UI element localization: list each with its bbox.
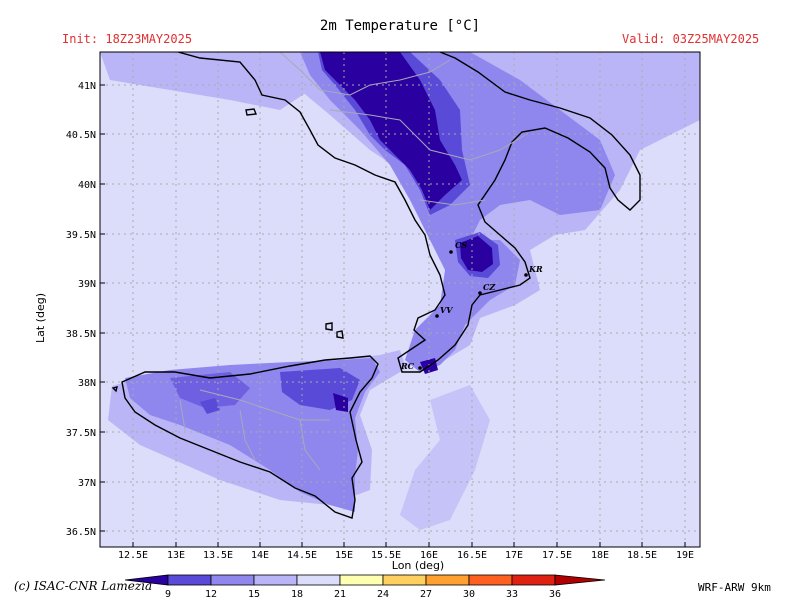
lat-tick-label: 39N: [78, 279, 96, 290]
city-dot-cs: [449, 250, 453, 254]
lon-tick-label: 17.5E: [542, 550, 572, 561]
lat-tick-label: 37N: [78, 478, 96, 489]
lat-tick-labels: 41N 40.5N 40N 39.5N 39N 38.5N 38N 37.5N …: [66, 81, 96, 538]
lat-tick-label: 40.5N: [66, 130, 96, 141]
city-label-cz: CZ: [483, 282, 496, 292]
colorbar-label: 12: [205, 589, 217, 600]
init-time: Init: 18Z23MAY2025: [62, 32, 193, 46]
credit-text: (c) ISAC-CNR Lamezia: [14, 579, 153, 593]
colorbar-label: 24: [377, 589, 389, 600]
lat-tick-label: 36.5N: [66, 527, 96, 538]
lat-tick-label: 40N: [78, 180, 96, 191]
lon-tick-label: 12.5E: [118, 550, 148, 561]
lat-tick-label: 41N: [78, 81, 96, 92]
colorbar-label: 15: [248, 589, 260, 600]
colorbar: [124, 574, 606, 586]
city-label-vv: VV: [440, 305, 453, 315]
city-dot-vv: [435, 314, 439, 318]
lat-tick-label: 38.5N: [66, 329, 96, 340]
lon-tick-label: 16E: [420, 550, 438, 561]
map-title: 2m Temperature [°C]: [319, 18, 481, 34]
colorbar-label: 30: [463, 589, 475, 600]
colorbar-high-arrow: [554, 574, 606, 586]
lat-tick-label: 37.5N: [66, 428, 96, 439]
plot-frame: [99, 51, 701, 548]
x-axis-label: Lon (deg): [392, 559, 444, 572]
lon-tick-label: 15.5E: [371, 550, 401, 561]
colorbar-label: 18: [291, 589, 303, 600]
lon-tick-label: 18.5E: [627, 550, 657, 561]
region-borders: [179, 52, 526, 471]
y-axis-label: Lat (deg): [34, 293, 47, 343]
lat-tick-label: 38N: [78, 378, 96, 389]
lon-tick-label: 18E: [591, 550, 609, 561]
lon-tick-label: 19E: [676, 550, 694, 561]
lon-tick-label: 15E: [335, 550, 353, 561]
city-dot-rc: [418, 366, 422, 370]
colorbar-label: 36: [549, 589, 561, 600]
city-label-rc: RC: [400, 361, 415, 371]
lon-tick-label: 16.5E: [457, 550, 487, 561]
coastlines: [111, 52, 641, 519]
city-label-cs: CS: [455, 240, 467, 250]
colorbar-label: 33: [506, 589, 518, 600]
lon-tick-label: 14E: [251, 550, 269, 561]
lat-tick-label: 39.5N: [66, 230, 96, 241]
lon-tick-label: 14.5E: [287, 550, 317, 561]
model-label: WRF-ARW 9km: [698, 581, 771, 594]
lon-tick-labels: 12.5E 13E 13.5E 14E 14.5E 15E 15.5E 16E …: [118, 550, 694, 561]
map-grid: [100, 52, 700, 547]
colorbar-label: 9: [165, 589, 171, 600]
city-label-kr: KR: [528, 264, 543, 274]
city-markers: CS KR CZ VV RC: [400, 240, 543, 371]
axis-ticks: [100, 84, 686, 547]
lon-tick-label: 17E: [505, 550, 523, 561]
lon-tick-label: 13.5E: [203, 550, 233, 561]
colorbar-label: 21: [334, 589, 346, 600]
city-dot-kr: [524, 273, 528, 277]
colorbar-label: 27: [420, 589, 432, 600]
city-dot-cz: [478, 291, 482, 295]
valid-time: Valid: 03Z25MAY2025: [622, 32, 760, 46]
colorbar-labels: 9 12 15 18 21 24 27 30 33 36: [165, 589, 561, 600]
lon-tick-label: 13E: [167, 550, 185, 561]
temperature-field: [100, 52, 700, 530]
